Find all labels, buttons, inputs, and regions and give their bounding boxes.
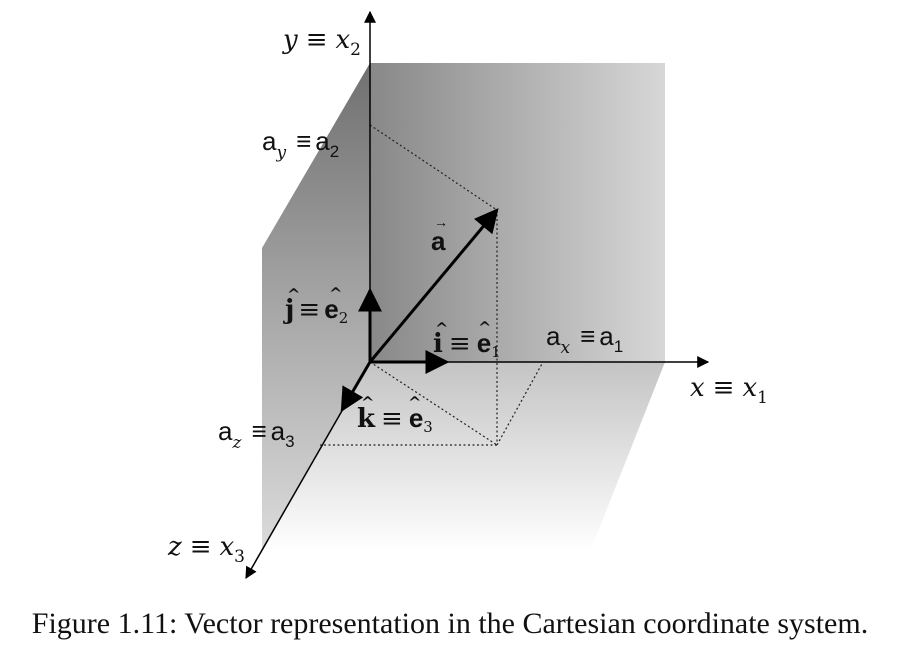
svg-text:^: ^ bbox=[287, 285, 300, 304]
svg-text:a: a bbox=[431, 226, 446, 256]
y-axis-label: y ≡ x2 bbox=[282, 25, 361, 60]
svg-text:j≡e2: j ≡ e2 bbox=[283, 294, 348, 327]
svg-text:→: → bbox=[434, 214, 448, 230]
unit-vector-k bbox=[340, 361, 372, 413]
svg-text:^: ^ bbox=[361, 393, 374, 412]
vector-a bbox=[368, 208, 499, 363]
svg-text:^: ^ bbox=[478, 318, 491, 337]
coordinate-diagram: y ≡ x2 x ≡ x1 z ≡ x3 ay ≡ a2 ax ≡ a1 az ≡ a3 → a ^ i… bbox=[167, 10, 768, 580]
component-ax-label: ax ≡ a1 bbox=[546, 321, 623, 358]
x-axis-label: x ≡ x1 bbox=[690, 373, 768, 408]
yz-plane bbox=[262, 63, 370, 552]
vector-a-label: → a bbox=[431, 214, 448, 256]
unit-vector-j-label: ^ j ≡ e2 ^ bbox=[283, 284, 348, 327]
svg-text:^: ^ bbox=[435, 319, 448, 338]
figure-caption: Figure 1.11: Vector representation in th… bbox=[31, 607, 869, 640]
projection-lines bbox=[320, 124, 544, 446]
component-ay-label: ay ≡ a2 bbox=[262, 126, 339, 163]
component-az-label: az ≡ a3 bbox=[218, 416, 295, 453]
xy-plane bbox=[370, 63, 665, 362]
svg-text:^: ^ bbox=[408, 393, 421, 412]
unit-vector-k-label: ^ k ≡ e3 ^ bbox=[357, 393, 433, 436]
unit-vector-i-label: ^ i ≡ e1 ^ bbox=[433, 318, 501, 361]
svg-text:i≡e1: i ≡ e1 bbox=[433, 328, 501, 361]
z-axis-label: z ≡ x3 bbox=[167, 532, 245, 567]
svg-text:k≡e3: k ≡ e3 bbox=[357, 403, 433, 436]
svg-text:^: ^ bbox=[329, 284, 342, 303]
